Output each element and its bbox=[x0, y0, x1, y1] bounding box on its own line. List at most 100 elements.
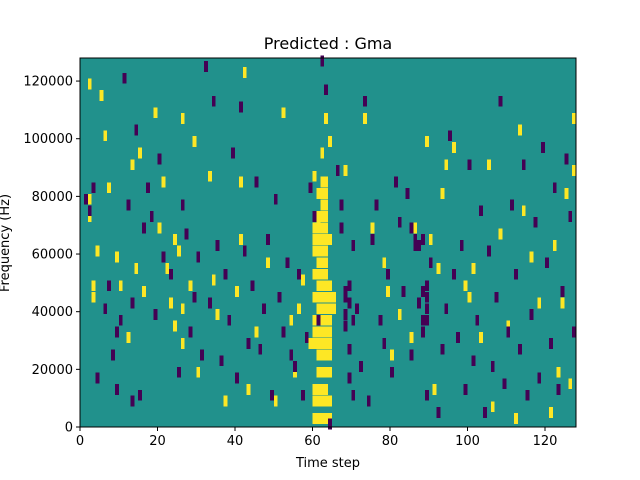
heatmap-cell-low bbox=[169, 268, 173, 280]
heatmap-cell-low bbox=[320, 55, 325, 67]
heatmap-cell-high bbox=[114, 251, 119, 263]
heatmap-cell-low bbox=[254, 176, 259, 188]
heatmap-cell-high bbox=[324, 234, 328, 246]
heatmap-cell-high bbox=[320, 257, 325, 269]
heatmap-cell-low bbox=[184, 228, 189, 240]
heatmap-cell-high bbox=[324, 349, 328, 361]
plot-frame bbox=[79, 57, 577, 428]
heatmap-cell-low bbox=[401, 286, 406, 297]
heatmap-cell-high bbox=[529, 251, 534, 263]
heatmap-cell-low bbox=[413, 239, 418, 251]
heatmap-cell-high bbox=[556, 366, 561, 378]
heatmap-cell-low bbox=[312, 211, 317, 222]
heatmap-cell-low bbox=[176, 366, 181, 378]
heatmap-cell-high bbox=[382, 257, 387, 269]
heatmap-cell-high bbox=[320, 291, 325, 303]
heatmap-cell-low bbox=[510, 199, 514, 211]
heatmap-cell-high bbox=[467, 291, 472, 303]
heatmap-cell-low bbox=[362, 95, 367, 107]
heatmap-cell-low bbox=[564, 153, 569, 165]
heatmap-cell-low bbox=[266, 234, 270, 246]
heatmap-cell-low bbox=[316, 314, 321, 326]
heatmap-cell-low bbox=[552, 182, 557, 194]
heatmap-cell-low bbox=[467, 159, 472, 171]
heatmap-cell-high bbox=[324, 303, 328, 315]
heatmap-cell-high bbox=[328, 366, 332, 378]
heatmap-cell-high bbox=[246, 384, 251, 395]
heatmap-cell-high bbox=[211, 274, 216, 286]
heatmap-cell-low bbox=[417, 297, 421, 309]
heatmap-cell-low bbox=[188, 326, 193, 338]
heatmap-cell-high bbox=[324, 384, 328, 395]
heatmap-cell-high bbox=[316, 216, 321, 228]
heatmap-cell-high bbox=[432, 384, 437, 395]
heatmap-cell-high bbox=[238, 234, 243, 246]
heatmap-cell-high bbox=[312, 412, 317, 424]
heatmap-cell-high bbox=[343, 165, 348, 176]
heatmap-cell-high bbox=[413, 222, 418, 234]
heatmap-cell-high bbox=[320, 412, 325, 424]
heatmap-cell-low bbox=[347, 372, 352, 384]
heatmap-cell-low bbox=[436, 407, 441, 418]
heatmap-cell-high bbox=[273, 395, 278, 407]
heatmap-cell-low bbox=[343, 286, 348, 297]
heatmap-cell-high bbox=[169, 297, 173, 309]
heatmap-cell-low bbox=[277, 291, 282, 303]
heatmap-cell-low bbox=[572, 326, 576, 338]
heatmap-cell-high bbox=[328, 326, 332, 338]
heatmap-cell-low bbox=[390, 366, 394, 378]
heatmap-cell-high bbox=[87, 193, 92, 205]
heatmap-cell-low bbox=[506, 326, 511, 338]
heatmap-cell-high bbox=[320, 211, 325, 222]
heatmap-cell-low bbox=[459, 239, 464, 251]
heatmap-cell-high bbox=[320, 337, 325, 349]
heatmap-cell-low bbox=[556, 384, 561, 395]
heatmap-cell-low bbox=[285, 257, 290, 269]
heatmap-cell-high bbox=[316, 337, 321, 349]
heatmap-cell-high bbox=[397, 309, 402, 320]
heatmap-cell-low bbox=[91, 182, 96, 194]
heatmap-cell-low bbox=[122, 72, 127, 84]
y-tick-label: 20000 bbox=[32, 363, 73, 378]
heatmap-cell-low bbox=[521, 159, 526, 171]
heatmap-cell-low bbox=[421, 326, 425, 338]
heatmap-cell-high bbox=[324, 199, 328, 211]
heatmap-cell-low bbox=[444, 303, 449, 315]
heatmap-cell-high bbox=[180, 303, 185, 315]
x-axis: 0 20 40 60 80 100 120 bbox=[76, 427, 557, 449]
heatmap-cell-high bbox=[471, 263, 476, 274]
heatmap-cell-high bbox=[328, 303, 332, 315]
heatmap-cell-low bbox=[103, 303, 108, 315]
heatmap-cell-high bbox=[300, 274, 305, 286]
heatmap-cell-low bbox=[421, 314, 425, 326]
heatmap-cell-high bbox=[91, 280, 96, 292]
x-tick-label: 20 bbox=[149, 434, 166, 449]
heatmap-cell-high bbox=[235, 286, 239, 297]
heatmap-cell-low bbox=[180, 199, 185, 211]
heatmap-cell-low bbox=[250, 280, 255, 292]
heatmap-cell-low bbox=[405, 188, 410, 199]
heatmap-cell-low bbox=[343, 291, 348, 303]
heatmap-cell-high bbox=[324, 268, 328, 280]
heatmap-cell-high bbox=[316, 395, 321, 407]
heatmap-cell-low bbox=[204, 61, 208, 73]
heatmap-cell-high bbox=[424, 136, 429, 148]
heatmap-cell-low bbox=[211, 95, 216, 107]
heatmap-cell-high bbox=[490, 401, 495, 413]
heatmap-cell-high bbox=[142, 286, 146, 297]
heatmap-cell-low bbox=[533, 216, 538, 228]
heatmap-cell-high bbox=[324, 412, 328, 424]
heatmap-cell-high bbox=[207, 170, 212, 182]
heatmap-cell-low bbox=[126, 199, 131, 211]
heatmap-cell-low bbox=[95, 372, 100, 384]
heatmap-cell-low bbox=[568, 211, 573, 222]
heatmap-cell-high bbox=[390, 349, 394, 361]
heatmap-cell-low bbox=[304, 332, 309, 344]
heatmap-cell-low bbox=[114, 384, 119, 395]
y-tick-label: 40000 bbox=[32, 305, 73, 320]
heatmap-cell-high bbox=[521, 205, 526, 217]
heatmap-cell-low bbox=[157, 153, 162, 165]
heatmap-cell-high bbox=[328, 136, 332, 148]
heatmap-cell-high bbox=[324, 366, 328, 378]
